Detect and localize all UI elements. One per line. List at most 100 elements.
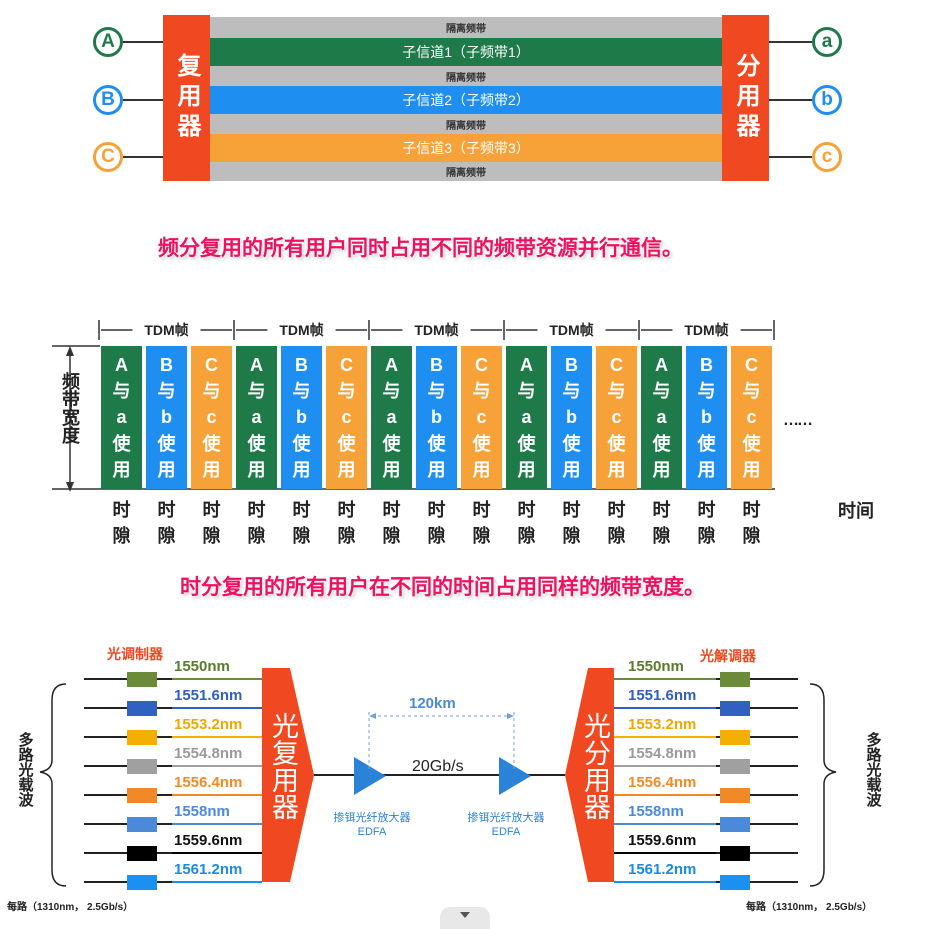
sub-channel-2: 子信道2（子频带2） bbox=[210, 86, 722, 114]
multiplexer-label: 复用器 bbox=[173, 53, 200, 143]
distance-label: 120km bbox=[409, 695, 456, 712]
modulator-box bbox=[127, 788, 157, 803]
edfa-amplifier-right bbox=[499, 757, 531, 795]
tdm-axes bbox=[52, 320, 775, 492]
modulator-box bbox=[127, 817, 157, 832]
tdm-x-axis-label: 时间 bbox=[838, 501, 874, 521]
time-slot-label: 时隙 bbox=[517, 500, 536, 546]
tdm-frame-label: TDM帧 bbox=[279, 322, 324, 338]
sub-channel-3: 子信道3（子频带3） bbox=[210, 134, 722, 162]
modulator-box bbox=[127, 846, 157, 861]
wavelength-label-right: 1559.6nm bbox=[628, 832, 697, 849]
time-slot-label: 时隙 bbox=[337, 500, 356, 546]
optical-mux-shape bbox=[262, 668, 314, 882]
demodulator-box bbox=[720, 875, 750, 890]
wavelength-label-left: 1558nm bbox=[174, 803, 230, 820]
optical-demux-label: 光分用器 bbox=[580, 712, 610, 820]
demodulator-box bbox=[720, 672, 750, 687]
output-circle-a: a bbox=[812, 27, 842, 57]
wavelength-label-right: 1561.2nm bbox=[628, 861, 697, 878]
chevron-down-icon bbox=[460, 912, 470, 918]
time-slot-label: 时隙 bbox=[202, 500, 221, 546]
wavelength-label-left: 1561.2nm bbox=[174, 861, 243, 878]
tdm-caption: 时分复用的所有用户在不同的时间占用同样的频带宽度。 bbox=[180, 576, 705, 599]
time-slot-label: 时隙 bbox=[247, 500, 266, 546]
modulator-box bbox=[127, 759, 157, 774]
demodulator-box bbox=[720, 788, 750, 803]
wavelength-label-left: 1559.6nm bbox=[174, 832, 243, 849]
demodulator-label: 光解调器 bbox=[700, 648, 756, 664]
wavelength-label-left: 1556.4nm bbox=[174, 774, 243, 791]
tdm-ellipsis: …… bbox=[783, 412, 813, 429]
wavelength-label-right: 1558nm bbox=[628, 803, 684, 820]
modulator-box bbox=[127, 730, 157, 745]
per-channel-note-left: 每路（1310nm， 2.5Gb/s） bbox=[7, 902, 134, 913]
time-slot-label: 时隙 bbox=[382, 500, 401, 546]
demultiplexer-box: 分用器 bbox=[722, 15, 769, 181]
wavelength-label-right: 1556.4nm bbox=[628, 774, 697, 791]
wavelength-label-left: 1550nm bbox=[174, 658, 230, 675]
left-carrier-label: 多路光载波 bbox=[16, 732, 34, 807]
time-slot-label: 时隙 bbox=[607, 500, 626, 546]
tdm-frame-label: TDM帧 bbox=[414, 322, 459, 338]
wavelength-label-right: 1553.2nm bbox=[628, 716, 697, 733]
input-circle-c: C bbox=[93, 142, 123, 172]
modulator-box bbox=[127, 672, 157, 687]
demodulator-box bbox=[720, 730, 750, 745]
output-circle-b: b bbox=[812, 85, 842, 115]
edfa-label-left: 掺铒光纤放大器 EDFA bbox=[333, 812, 411, 838]
right-carrier-label: 多路光载波 bbox=[864, 732, 882, 807]
demodulator-box bbox=[720, 759, 750, 774]
scroll-down-button[interactable] bbox=[440, 907, 490, 929]
wavelength-label-left: 1551.6nm bbox=[174, 687, 243, 704]
modulator-box bbox=[127, 701, 157, 716]
wavelength-label-right: 1551.6nm bbox=[628, 687, 697, 704]
wavelength-label-left: 1553.2nm bbox=[174, 716, 243, 733]
demodulator-box bbox=[720, 817, 750, 832]
time-slot-label: 时隙 bbox=[427, 500, 446, 546]
optical-mux-label: 光复用器 bbox=[268, 712, 298, 820]
guard-band: 隔离频带 bbox=[210, 66, 722, 86]
fdm-caption: 频分复用的所有用户同时占用不同的频带资源并行通信。 bbox=[158, 237, 683, 260]
time-slot-label: 时隙 bbox=[472, 500, 491, 546]
tdm-frame-label: TDM帧 bbox=[549, 322, 594, 338]
input-circle-a: A bbox=[93, 27, 123, 57]
output-circle-c: c bbox=[812, 142, 842, 172]
modulator-label: 光调制器 bbox=[107, 646, 163, 662]
demodulator-box bbox=[720, 701, 750, 716]
tdm-frame-label: TDM帧 bbox=[684, 322, 729, 338]
wavelength-label-left: 1554.8nm bbox=[174, 745, 243, 762]
time-slot-label: 时隙 bbox=[697, 500, 716, 546]
time-slot-label: 时隙 bbox=[562, 500, 581, 546]
wavelength-label-right: 1554.8nm bbox=[628, 745, 697, 762]
time-slot-label: 时隙 bbox=[742, 500, 761, 546]
modulator-box bbox=[127, 875, 157, 890]
input-circle-b: B bbox=[93, 85, 123, 115]
edfa-label-right: 掺铒光纤放大器 EDFA bbox=[467, 812, 545, 838]
guard-band: 隔离频带 bbox=[210, 162, 722, 181]
tdm-frame-label: TDM帧 bbox=[144, 322, 189, 338]
per-channel-note-right: 每路（1310nm， 2.5Gb/s） bbox=[746, 902, 873, 913]
rate-label: 20Gb/s bbox=[412, 758, 464, 775]
time-slot-label: 时隙 bbox=[157, 500, 176, 546]
edfa-amplifier-left bbox=[354, 757, 386, 795]
wavelength-label-right: 1550nm bbox=[628, 658, 684, 675]
guard-band: 隔离频带 bbox=[210, 114, 722, 134]
multiplexer-box: 复用器 bbox=[163, 15, 210, 181]
optical-demux-shape bbox=[565, 668, 614, 882]
demultiplexer-label: 分用器 bbox=[732, 53, 759, 143]
